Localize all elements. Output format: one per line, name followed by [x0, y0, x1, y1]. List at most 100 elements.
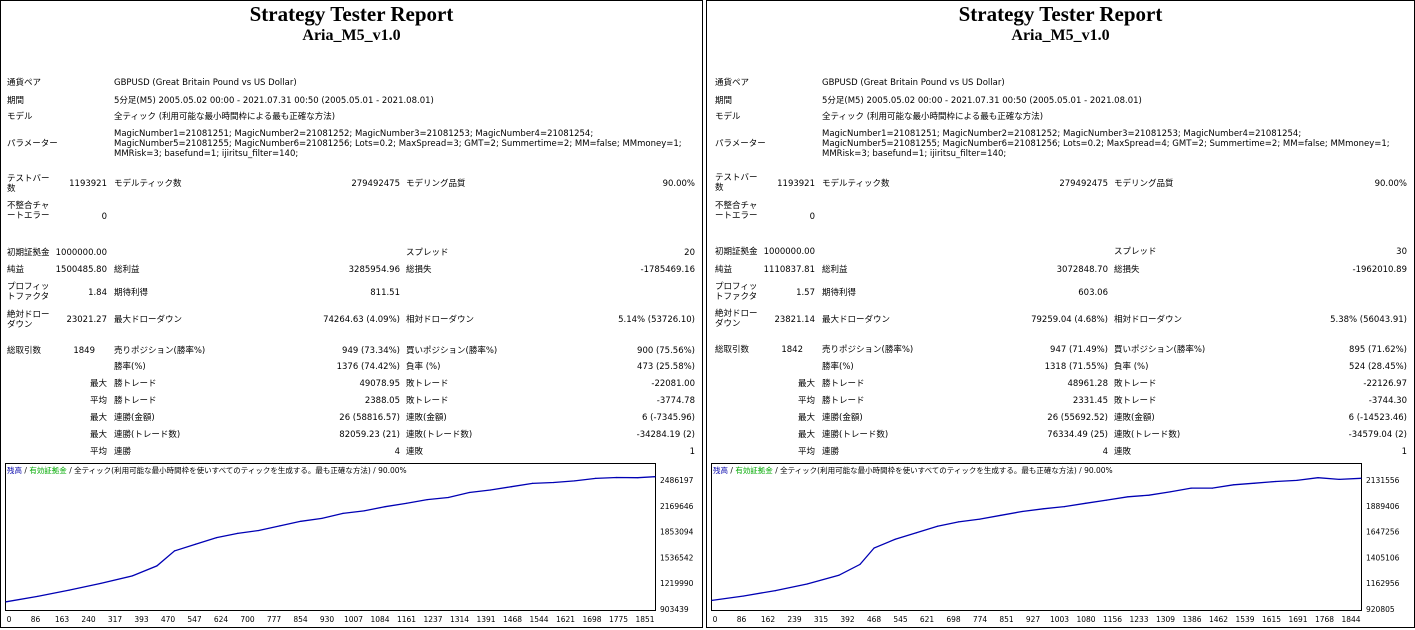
symbol-value: GBPUSD (Great Britain Pound vs US Dollar…	[822, 78, 1005, 88]
symbol-label: 通貨ペア	[715, 78, 750, 88]
gross-loss-value: -1785469.16	[640, 265, 695, 275]
x-tick-label: 1615	[1262, 615, 1281, 624]
rel-dd-label: 相対ドローダウン	[1114, 315, 1183, 325]
avg-win-label: 勝トレード	[822, 396, 865, 406]
max-label: 最大	[89, 379, 107, 389]
avg-cons-losses-value: 1	[689, 447, 695, 457]
bars-value: 1193921	[777, 179, 815, 189]
chart-svg: 2131556 1889406 1647256 1405106 1162956 92080…	[711, 476, 1400, 624]
x-tick-label: 1462	[1209, 615, 1228, 624]
balance-point	[1021, 510, 1023, 513]
balance-point	[447, 496, 449, 499]
y-tick-label: 1647256	[1366, 528, 1400, 537]
x-tick-label: 392	[840, 615, 855, 624]
chart-plot-area	[5, 463, 656, 611]
abs-dd-value: 23021.27	[66, 315, 107, 325]
balance-point	[1275, 480, 1277, 483]
model-label: モデル	[715, 112, 741, 122]
y-tick-label: 2131556	[1366, 476, 1400, 485]
short-label: 売りポジション(勝率%)	[822, 345, 914, 355]
rel-dd-value: 5.38% (56043.91)	[1330, 315, 1407, 325]
x-tick-label: 1621	[556, 615, 575, 624]
x-tick-label: 1309	[1156, 615, 1175, 624]
legend-balance: 残高	[713, 466, 728, 475]
balance-chart: 残高 / 有効証拠金 / 全ティック(利用可能な最小時間枠を使いすべてのティック…	[711, 463, 1411, 625]
quality-value: 90.00%	[1374, 179, 1407, 189]
max-label: 最大	[797, 379, 815, 389]
gross-loss-value: -1962010.89	[1352, 265, 1407, 275]
trades-label: 総取引数	[715, 345, 750, 355]
balance-point	[1317, 477, 1319, 479]
x-tick-label: 1233	[1129, 615, 1148, 624]
x-tick-label: 468	[867, 615, 882, 624]
x-tick-label: 317	[108, 615, 123, 624]
largest-win-value: 49078.95	[359, 379, 400, 389]
spread-label: スプレッド	[406, 248, 449, 258]
x-tick-label: 1314	[450, 615, 469, 624]
rel-dd-label: 相対ドローダウン	[406, 315, 475, 325]
balance-point	[237, 532, 239, 534]
balance-point	[468, 491, 470, 494]
deposit-value: 1000000.00	[55, 248, 107, 258]
balance-point	[68, 589, 70, 591]
x-tick-label: 393	[134, 615, 149, 624]
x-tick-label: 239	[787, 615, 802, 624]
avg-loss-label: 敗トレード	[1114, 396, 1157, 406]
largest-win-label: 勝トレード	[114, 379, 157, 389]
balance-point	[774, 590, 776, 592]
x-tick-label: 0	[7, 615, 12, 624]
balance-chart: 残高 / 有効証拠金 / 全ティック(利用可能な最小時間枠を使いすべてのティック…	[5, 463, 699, 625]
short-label: 売りポジション(勝率%)	[114, 346, 206, 356]
balance-line	[5, 476, 656, 603]
largest-loss-value: -22081.00	[651, 379, 695, 389]
avg-label: 平均	[797, 447, 815, 457]
balance-point	[711, 599, 713, 601]
avg-loss-label: 敗トレード	[406, 396, 449, 406]
gross-profit-label: 総利益	[114, 265, 140, 275]
model-value: 全ティック (利用可能な最小時間枠による最も正確な方法)	[114, 112, 336, 122]
ea-name: Aria_M5_v1.0	[302, 27, 401, 44]
period-label: 期間	[715, 96, 733, 106]
balance-point	[5, 601, 7, 603]
cons-profit-value: 82059.23 (21)	[339, 430, 400, 440]
x-tick-label: 1851	[635, 615, 654, 624]
long-label: 買いポジション(勝率%)	[1114, 345, 1206, 355]
balance-point	[37, 595, 39, 597]
abs-dd-value: 23821.14	[774, 315, 815, 325]
balance-point	[405, 502, 407, 504]
avg-label: 平均	[89, 396, 107, 406]
cons-wins-value: 26 (55692.52)	[1047, 413, 1108, 423]
bars-label: テストバー数	[715, 173, 758, 193]
x-tick-label: 1844	[1341, 615, 1360, 624]
avg-win-label: 勝トレード	[114, 396, 157, 406]
cons-loss-label: 連敗(トレード数)	[406, 430, 473, 440]
model-label: モデル	[7, 112, 33, 122]
spread-value: 30	[1396, 247, 1407, 257]
balance-point	[637, 477, 639, 479]
net-profit-value: 1110837.81	[763, 265, 815, 275]
long-value: 895 (71.62%)	[1349, 345, 1407, 355]
avg-cons-losses-value: 1	[1401, 447, 1407, 457]
chart-legend: 残高 / 有効証拠金 / 全ティック(利用可能な最小時間枠を使いすべてのティック…	[713, 466, 1113, 475]
largest-win-label: 勝トレード	[822, 379, 865, 389]
avg-cons-losses-label: 連敗	[1114, 447, 1132, 457]
avg-loss-value: -3774.78	[656, 396, 695, 406]
mismatch-label: 不整合チャートエラー	[715, 201, 758, 221]
net-profit-value: 1500485.80	[55, 265, 107, 275]
y-tick-label: 1889406	[1366, 502, 1400, 511]
period-value: 5分足(M5) 2005.05.02 00:00 - 2021.07.31 00…	[822, 96, 1142, 106]
balance-point	[426, 499, 428, 501]
avg-cons-wins-label: 連勝	[822, 447, 840, 457]
params-label: パラメーター	[7, 139, 58, 149]
x-tick-label: 86	[737, 615, 747, 624]
ticks-value: 279492475	[1059, 179, 1108, 189]
balance-point	[1042, 508, 1044, 510]
gross-loss-label: 総損失	[406, 265, 432, 275]
x-tick-label: 1775	[609, 615, 628, 624]
balance-point	[743, 595, 745, 597]
win-label: 勝率(%)	[822, 362, 854, 372]
largest-loss-label: 敗トレード	[1114, 379, 1157, 389]
pf-label: プロフィットファクタ	[7, 282, 50, 302]
avg-label: 平均	[797, 396, 815, 406]
balance-point	[1169, 491, 1171, 493]
